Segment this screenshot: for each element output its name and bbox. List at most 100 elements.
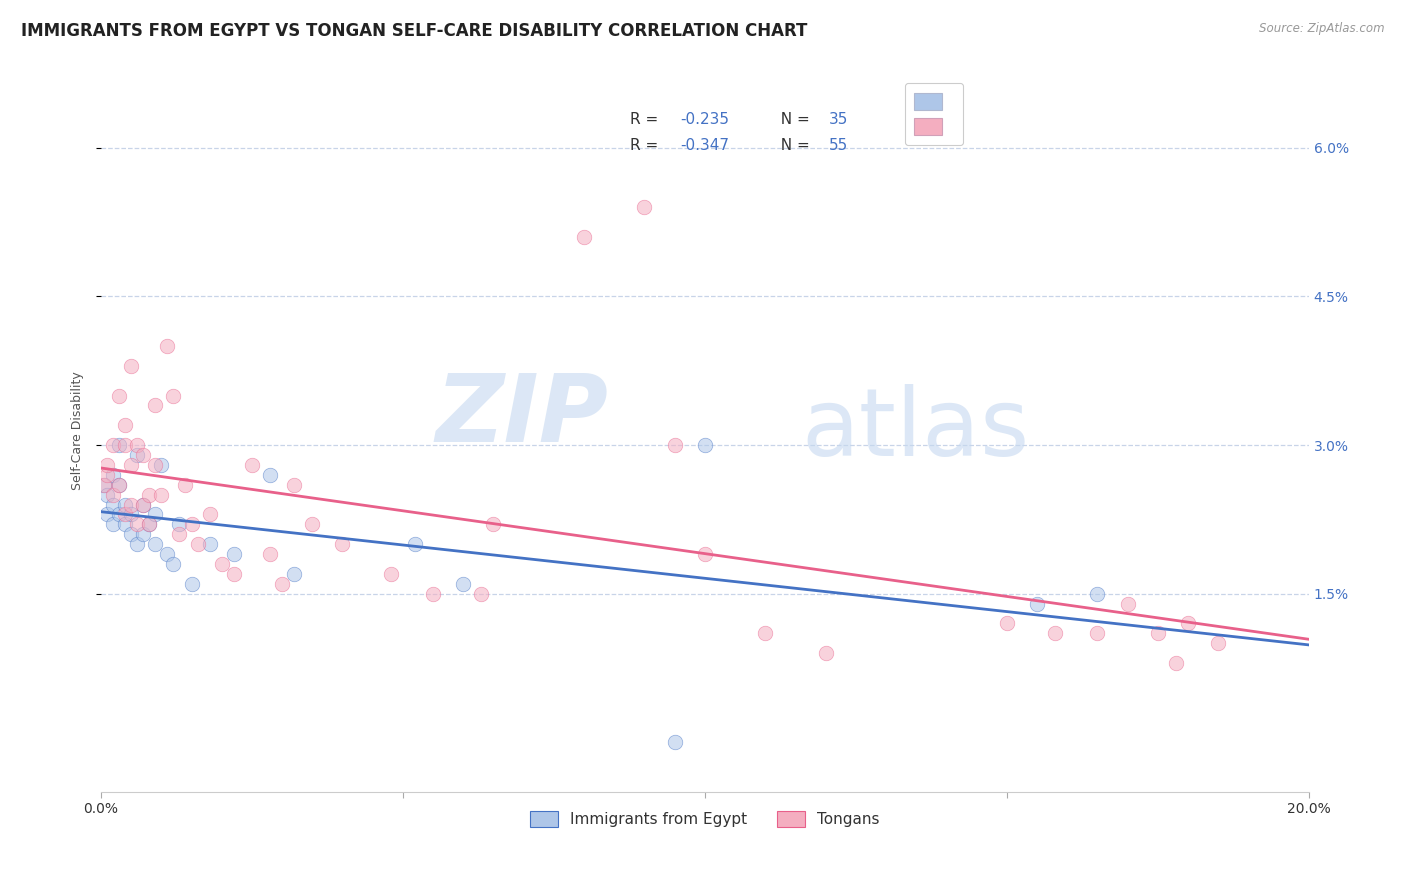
Point (93, 477, 115, 491)
Point (138, 488, 160, 502)
Point (132, 448, 155, 462)
Text: N =: N = (772, 138, 815, 153)
Point (114, 418, 136, 433)
Point (572, 230, 595, 244)
Point (96, 467, 118, 482)
Text: ZIP: ZIP (436, 370, 609, 462)
Point (132, 498, 155, 512)
Point (114, 508, 136, 522)
Point (156, 339, 179, 353)
Point (101, 517, 124, 532)
Point (301, 517, 323, 532)
Point (664, 438, 686, 452)
Point (186, 537, 208, 551)
Point (332, 537, 354, 551)
Point (120, 508, 142, 522)
Point (156, 547, 179, 561)
Point (453, 577, 475, 591)
Point (127, 517, 149, 532)
Legend: Immigrants from Egypt, Tongans: Immigrants from Egypt, Tongans (523, 804, 887, 835)
Point (108, 508, 131, 522)
Point (93, 477, 115, 491)
Point (1087, 587, 1109, 601)
Point (101, 438, 124, 452)
Point (96, 488, 118, 502)
Point (101, 498, 124, 512)
Text: 35: 35 (830, 112, 849, 127)
Point (101, 488, 124, 502)
Point (814, 646, 837, 660)
Point (150, 458, 173, 472)
Point (380, 566, 402, 581)
Point (150, 488, 173, 502)
Point (754, 626, 776, 640)
Point (120, 498, 142, 512)
Point (169, 527, 191, 541)
Point (1043, 626, 1066, 640)
Point (127, 537, 149, 551)
Point (222, 566, 245, 581)
Point (138, 517, 160, 532)
Point (1177, 616, 1199, 631)
Point (283, 477, 305, 491)
Point (1206, 636, 1229, 650)
Point (143, 537, 166, 551)
Point (127, 448, 149, 462)
Point (96, 458, 118, 472)
Text: -0.347: -0.347 (681, 138, 730, 153)
Text: IMMIGRANTS FROM EGYPT VS TONGAN SELF-CARE DISABILITY CORRELATION CHART: IMMIGRANTS FROM EGYPT VS TONGAN SELF-CAR… (21, 22, 807, 40)
Point (271, 577, 294, 591)
Text: -0.235: -0.235 (681, 112, 730, 127)
Point (1026, 597, 1049, 611)
Point (240, 458, 263, 472)
Point (1087, 626, 1109, 640)
Point (127, 438, 149, 452)
Point (108, 438, 131, 452)
Point (633, 200, 655, 214)
Point (180, 517, 202, 532)
Text: R =: R = (630, 112, 664, 127)
Point (1147, 626, 1170, 640)
Point (143, 399, 166, 413)
Point (114, 438, 136, 452)
Text: N =: N = (772, 112, 815, 127)
Point (108, 477, 131, 491)
Point (120, 527, 142, 541)
Point (1116, 597, 1139, 611)
Point (169, 517, 191, 532)
Point (664, 735, 686, 749)
Point (162, 557, 184, 571)
Y-axis label: Self-Care Disability: Self-Care Disability (72, 371, 84, 490)
Point (120, 458, 142, 472)
Point (211, 557, 233, 571)
Point (132, 527, 155, 541)
Point (114, 517, 136, 532)
Point (404, 537, 426, 551)
Point (143, 458, 166, 472)
Point (174, 477, 197, 491)
Text: atlas: atlas (801, 384, 1029, 476)
Point (198, 537, 221, 551)
Point (132, 498, 155, 512)
Point (259, 547, 281, 561)
Point (198, 508, 221, 522)
Point (995, 616, 1018, 631)
Point (114, 498, 136, 512)
Point (101, 467, 124, 482)
Point (283, 566, 305, 581)
Point (259, 467, 281, 482)
Point (693, 547, 716, 561)
Point (108, 388, 131, 402)
Point (162, 388, 184, 402)
Point (482, 517, 505, 532)
Point (143, 508, 166, 522)
Point (1164, 656, 1187, 670)
Point (693, 438, 716, 452)
Text: Source: ZipAtlas.com: Source: ZipAtlas.com (1260, 22, 1385, 36)
Point (96, 508, 118, 522)
Point (180, 577, 202, 591)
Point (138, 517, 160, 532)
Point (120, 359, 142, 373)
Text: 55: 55 (830, 138, 849, 153)
Point (222, 547, 245, 561)
